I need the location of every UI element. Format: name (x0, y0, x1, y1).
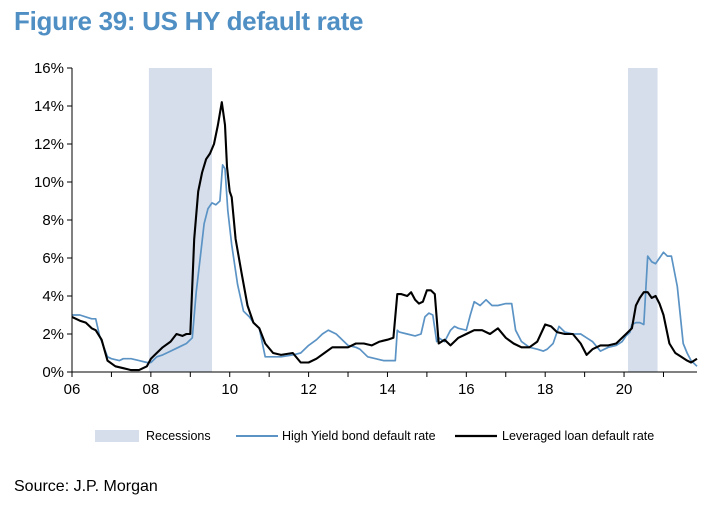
y-tick-label: 10% (34, 174, 64, 191)
tick-labels: 0% 2% 4% 6% 8% 10% 12% 14% 16% 06 08 10 12 14 16 18 20 (34, 60, 632, 398)
x-tick-label: 18 (537, 381, 554, 398)
legend-swatch-recessions (95, 430, 139, 442)
y-tick-label: 12% (34, 136, 64, 153)
x-tick-label: 08 (143, 381, 160, 398)
x-tick-label: 10 (221, 381, 238, 398)
y-tick-label: 0% (42, 364, 64, 381)
y-tick-label: 2% (42, 326, 64, 343)
y-tick-label: 4% (42, 288, 64, 305)
legend: Recessions High Yield bond default rate Le… (95, 429, 654, 443)
axes (67, 67, 697, 377)
legend-label-hy-bond: High Yield bond default rate (282, 429, 436, 443)
leveraged-loan-default-line (71, 101, 698, 372)
series-lines (71, 101, 698, 372)
x-tick-label: 16 (458, 381, 475, 398)
x-tick-label: 06 (64, 381, 81, 398)
x-tick-label: 20 (616, 381, 633, 398)
y-tick-label: 14% (34, 98, 64, 115)
y-tick-label: 16% (34, 60, 64, 77)
x-tick-label: 12 (300, 381, 317, 398)
x-tick-label: 14 (379, 381, 396, 398)
y-tick-label: 6% (42, 250, 64, 267)
legend-label-leveraged-loan: Leveraged loan default rate (502, 429, 654, 443)
source-note: Source: J.P. Morgan (14, 478, 158, 495)
figure-title: Figure 39: US HY default rate (14, 6, 364, 36)
recession-bands (148, 68, 658, 372)
y-tick-label: 8% (42, 212, 64, 229)
legend-label-recessions: Recessions (146, 429, 211, 443)
recession-band-1 (148, 68, 212, 372)
hy-bond-default-line (72, 164, 698, 367)
